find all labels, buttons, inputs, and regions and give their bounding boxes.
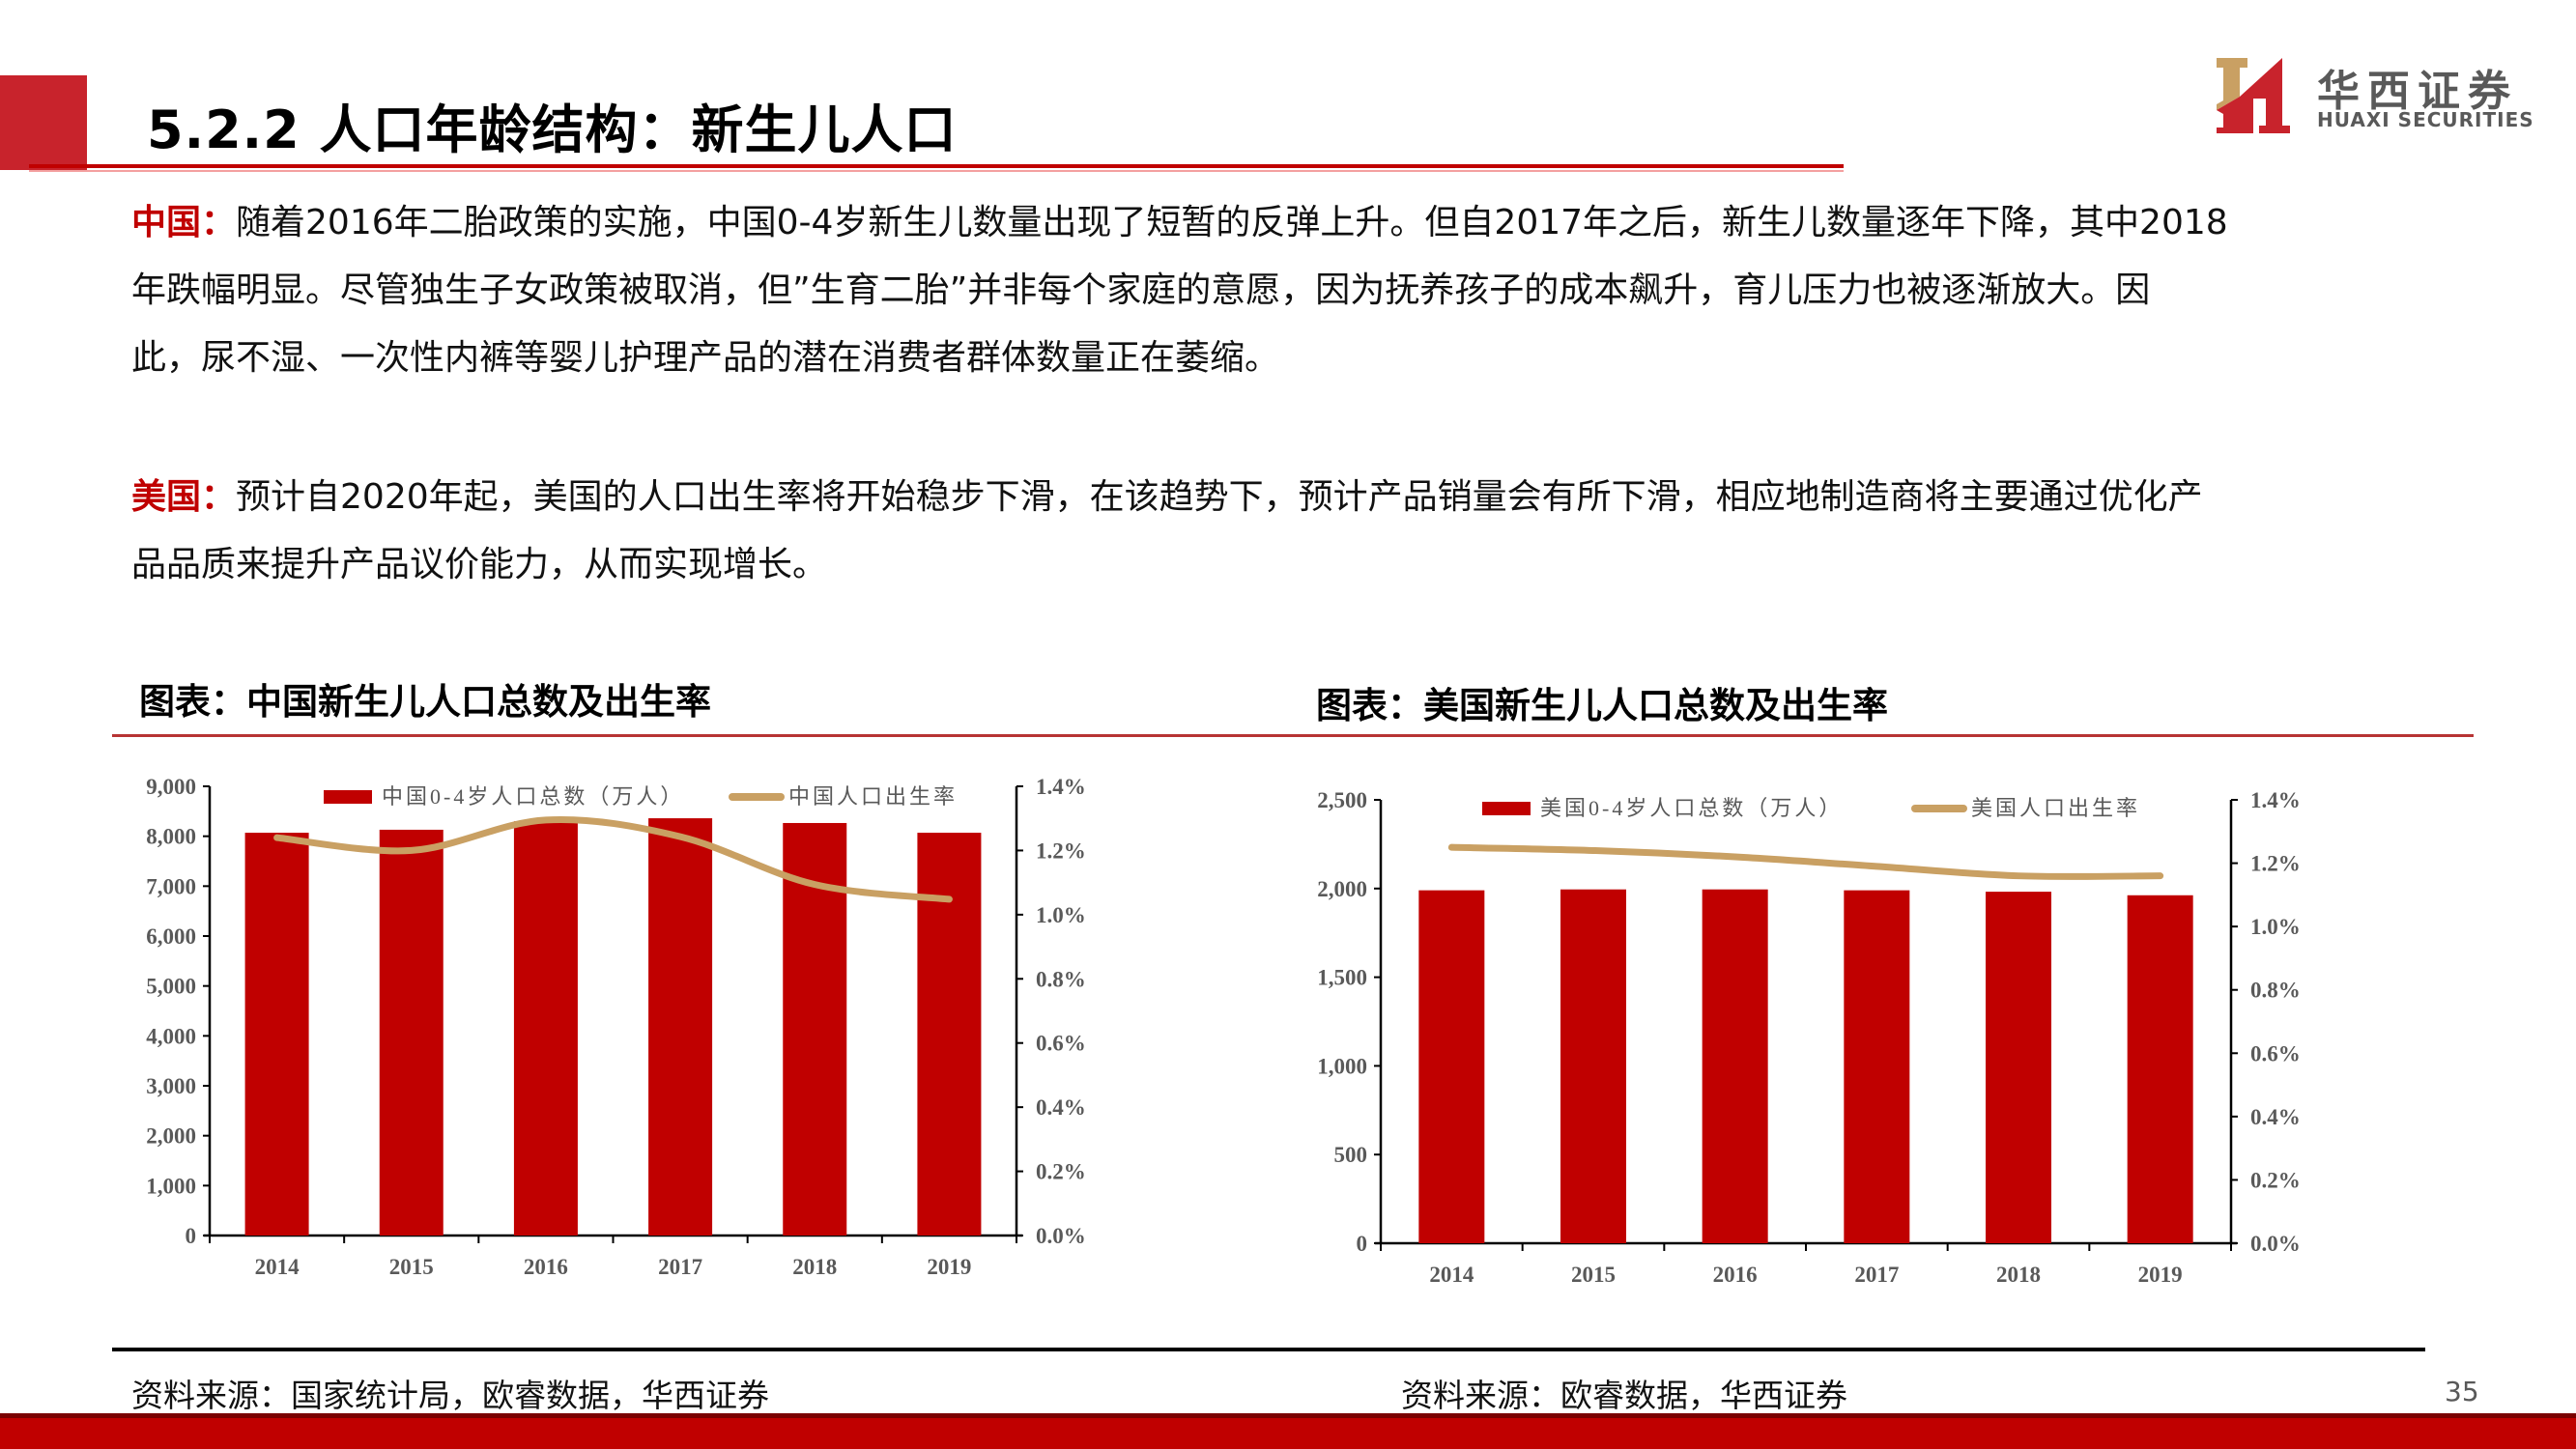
svg-text:0.0%: 0.0% <box>2250 1232 2301 1256</box>
svg-text:美国人口出生率: 美国人口出生率 <box>1971 796 2140 820</box>
svg-text:0.2%: 0.2% <box>1036 1160 1086 1184</box>
usa-line-2: 品品质来提升产品议价能力，从而实现增长。 <box>131 545 828 584</box>
logo-chinese-name: 华西证券 <box>2317 67 2518 116</box>
svg-text:1.2%: 1.2% <box>1036 838 1086 863</box>
title-divider <box>29 164 1844 168</box>
usa-paragraph: 美国：预计自2020年起，美国的人口出生率将开始稳步下滑，在该趋势下，预计产品销… <box>131 464 2392 599</box>
svg-text:2015: 2015 <box>389 1255 434 1279</box>
svg-text:2019: 2019 <box>927 1255 971 1279</box>
page-number: 35 <box>2445 1376 2479 1407</box>
svg-text:0.4%: 0.4% <box>1036 1095 1086 1120</box>
svg-text:0.6%: 0.6% <box>2250 1041 2301 1065</box>
svg-text:1.4%: 1.4% <box>2250 788 2301 812</box>
bar-2014 <box>1418 890 1485 1243</box>
svg-text:6,000: 6,000 <box>146 924 196 949</box>
svg-text:0.8%: 0.8% <box>1036 967 1086 991</box>
china-line-2: 年跌幅明显。尽管独生子女政策被取消，但”生育二胎”并非每个家庭的意愿，因为抚养孩… <box>131 270 2151 310</box>
svg-text:中国人口出生率: 中国人口出生率 <box>788 784 958 809</box>
usa-chart-rule <box>1304 734 2474 737</box>
birth-rate-line <box>273 816 953 903</box>
svg-text:2017: 2017 <box>1854 1263 1899 1287</box>
china-chart-rule <box>112 734 1310 737</box>
bar-2016 <box>1702 889 1768 1243</box>
svg-text:1.4%: 1.4% <box>1036 775 1086 799</box>
huaxi-logo-icon <box>2217 58 2290 133</box>
birth-rate-line <box>1447 843 2164 880</box>
svg-text:500: 500 <box>1334 1143 1368 1167</box>
bar-2014 <box>244 833 309 1236</box>
svg-text:中国0-4岁人口总数（万人）: 中国0-4岁人口总数（万人） <box>382 784 684 809</box>
usa-source: 资料来源：欧睿数据，华西证券 <box>1401 1377 1847 1414</box>
svg-text:0.2%: 0.2% <box>2250 1168 2301 1192</box>
svg-text:0.8%: 0.8% <box>2250 979 2301 1003</box>
svg-text:3,000: 3,000 <box>146 1074 196 1098</box>
china-lead: 中国： <box>131 203 237 242</box>
usa-chart-plot: 0 500 1,000 1,500 2,000 2,500 0.0% 0.2% 0.4% 0.6%… <box>1317 788 2301 1287</box>
svg-text:0.4%: 0.4% <box>2250 1105 2301 1129</box>
svg-text:5,000: 5,000 <box>146 975 196 999</box>
title-accent-block <box>0 75 87 170</box>
svg-text:7,000: 7,000 <box>146 874 196 898</box>
china-chart-plot: 0 1,000 2,000 3,000 4,000 5,000 6,000 7,000 8,00… <box>146 775 1086 1279</box>
usa-line-1: 预计自2020年起，美国的人口出生率将开始稳步下滑，在该趋势下，预计产品销量会有… <box>236 477 2203 517</box>
usa-chart-title: 图表：美国新生儿人口总数及出生率 <box>1316 685 1888 726</box>
svg-text:1.0%: 1.0% <box>2250 915 2301 939</box>
svg-text:0: 0 <box>1357 1232 1368 1256</box>
china-line-1: 随着2016年二胎政策的实施，中国0-4岁新生儿数量出现了短暂的反弹上升。但自2… <box>236 203 2228 242</box>
svg-text:2015: 2015 <box>1571 1263 1616 1287</box>
svg-text:2016: 2016 <box>524 1255 568 1279</box>
svg-text:0.6%: 0.6% <box>1036 1032 1086 1056</box>
logo-english-name: HUAXI SECURITIES <box>2317 108 2534 131</box>
china-paragraph: 中国：随着2016年二胎政策的实施，中国0-4岁新生儿数量出现了短暂的反弹上升。… <box>131 189 2392 392</box>
legend-bar-swatch <box>324 790 372 804</box>
title-divider-shadow <box>29 170 1844 172</box>
svg-text:4,000: 4,000 <box>146 1024 196 1048</box>
svg-text:0.0%: 0.0% <box>1036 1224 1086 1248</box>
svg-text:2016: 2016 <box>1713 1263 1758 1287</box>
bar-2017 <box>648 818 713 1236</box>
svg-text:美国0-4岁人口总数（万人）: 美国0-4岁人口总数（万人） <box>1540 796 1843 820</box>
svg-text:0: 0 <box>186 1224 197 1248</box>
china-line-3: 此，尿不湿、一次性内裤等婴儿护理产品的潜在消费者群体数量正在萎缩。 <box>131 338 1280 378</box>
svg-text:2019: 2019 <box>2138 1263 2183 1287</box>
bar-2019 <box>2127 895 2193 1243</box>
svg-text:1,500: 1,500 <box>1317 966 1367 990</box>
svg-text:8,000: 8,000 <box>146 825 196 849</box>
svg-text:2,000: 2,000 <box>146 1124 196 1149</box>
svg-text:2018: 2018 <box>1996 1263 2041 1287</box>
footer-bar <box>0 1413 2576 1449</box>
svg-text:2014: 2014 <box>255 1255 301 1279</box>
usa-source-rule <box>1304 1348 2425 1351</box>
bar-2017 <box>1844 890 1910 1243</box>
svg-text:1.0%: 1.0% <box>1036 903 1086 927</box>
legend-bar-swatch <box>1482 802 1531 815</box>
page-title: 5.2.2 人口年龄结构：新生儿人口 <box>147 99 958 160</box>
bar-2015 <box>379 829 444 1236</box>
svg-text:2014: 2014 <box>1429 1263 1474 1287</box>
svg-text:2018: 2018 <box>792 1255 837 1279</box>
svg-text:1.2%: 1.2% <box>2250 852 2301 876</box>
svg-text:2,500: 2,500 <box>1317 788 1367 812</box>
svg-text:9,000: 9,000 <box>146 775 196 799</box>
china-chart-title: 图表：中国新生儿人口总数及出生率 <box>139 681 711 723</box>
bar-2018 <box>1986 892 2051 1243</box>
svg-text:2017: 2017 <box>658 1255 702 1279</box>
svg-text:1,000: 1,000 <box>146 1174 196 1198</box>
usa-lead: 美国： <box>131 477 237 517</box>
bar-2015 <box>1560 889 1626 1243</box>
svg-text:1,000: 1,000 <box>1317 1054 1367 1078</box>
bar-2016 <box>513 821 578 1236</box>
china-source-rule <box>112 1348 1388 1351</box>
svg-text:2,000: 2,000 <box>1317 877 1367 901</box>
bar-2019 <box>917 833 982 1236</box>
china-source: 资料来源：国家统计局，欧睿数据，华西证券 <box>131 1377 769 1414</box>
